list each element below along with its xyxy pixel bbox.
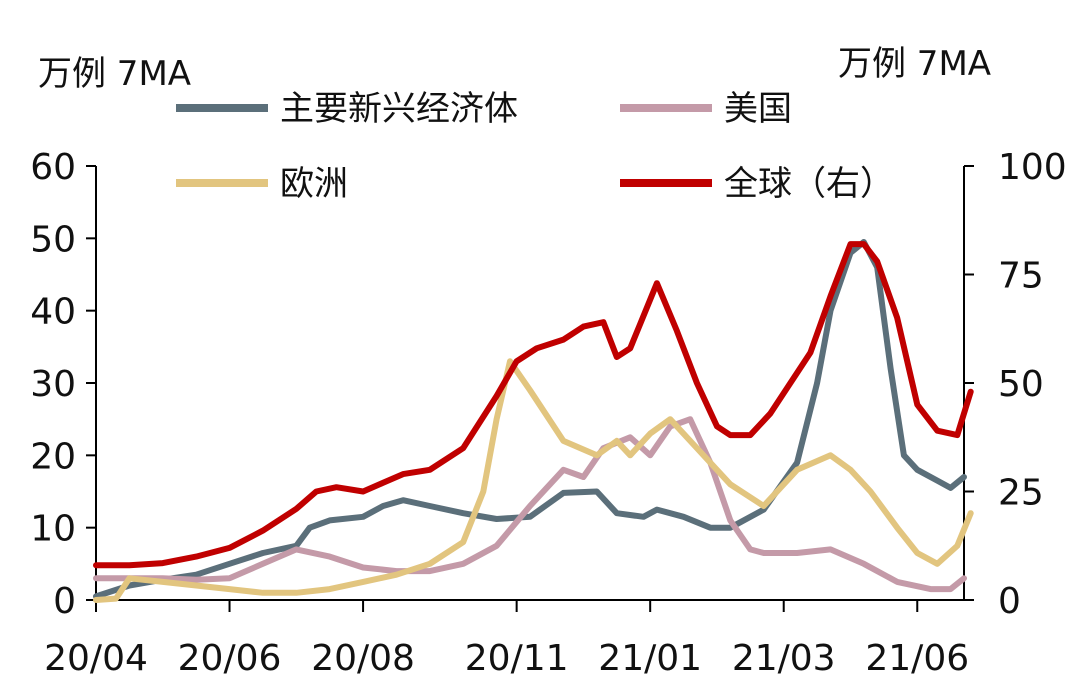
legend-label-1: 美国 [724, 89, 792, 129]
x-tick-label: 21/03 [732, 638, 836, 679]
left-y-tick-label: 30 [30, 364, 76, 405]
axes: 0 10 20 30 40 50 60 0 25 50 75 100 20/04 20/06 20/08 20… [30, 147, 1067, 679]
series-line-1 [93, 416, 967, 593]
right-y-tick-label: 50 [998, 364, 1044, 405]
right-axis-unit: 万例 7MA [838, 44, 992, 84]
x-tick-label: 21/06 [865, 638, 969, 679]
legend-label-0: 主要新兴经济体 [280, 89, 518, 129]
x-tick-label: 20/04 [44, 638, 148, 679]
series-line-2 [93, 358, 974, 603]
right-y-tick-label: 25 [998, 473, 1044, 514]
right-y-tick-label: 75 [998, 256, 1044, 297]
series-lines [93, 239, 974, 603]
right-y-tick-label: 0 [998, 581, 1021, 622]
right-y-tick-label: 100 [998, 147, 1067, 188]
left-y-tick-label: 20 [30, 436, 76, 477]
left-y-tick-label: 40 [30, 292, 76, 333]
left-y-tick-label: 0 [53, 581, 76, 622]
legend-label-2: 欧洲 [280, 164, 348, 204]
legend-label-3: 全球（右） [724, 164, 894, 204]
left-y-tick-label: 50 [30, 219, 76, 260]
x-tick-label: 20/08 [311, 638, 415, 679]
x-tick-label: 20/06 [178, 638, 282, 679]
x-tick-label: 21/01 [598, 638, 702, 679]
left-y-tick-label: 60 [30, 147, 76, 188]
left-axis-unit: 万例 7MA [38, 54, 192, 94]
left-y-tick-label: 10 [30, 509, 76, 550]
x-tick-label: 20/11 [465, 638, 569, 679]
series-line-3 [93, 241, 974, 569]
